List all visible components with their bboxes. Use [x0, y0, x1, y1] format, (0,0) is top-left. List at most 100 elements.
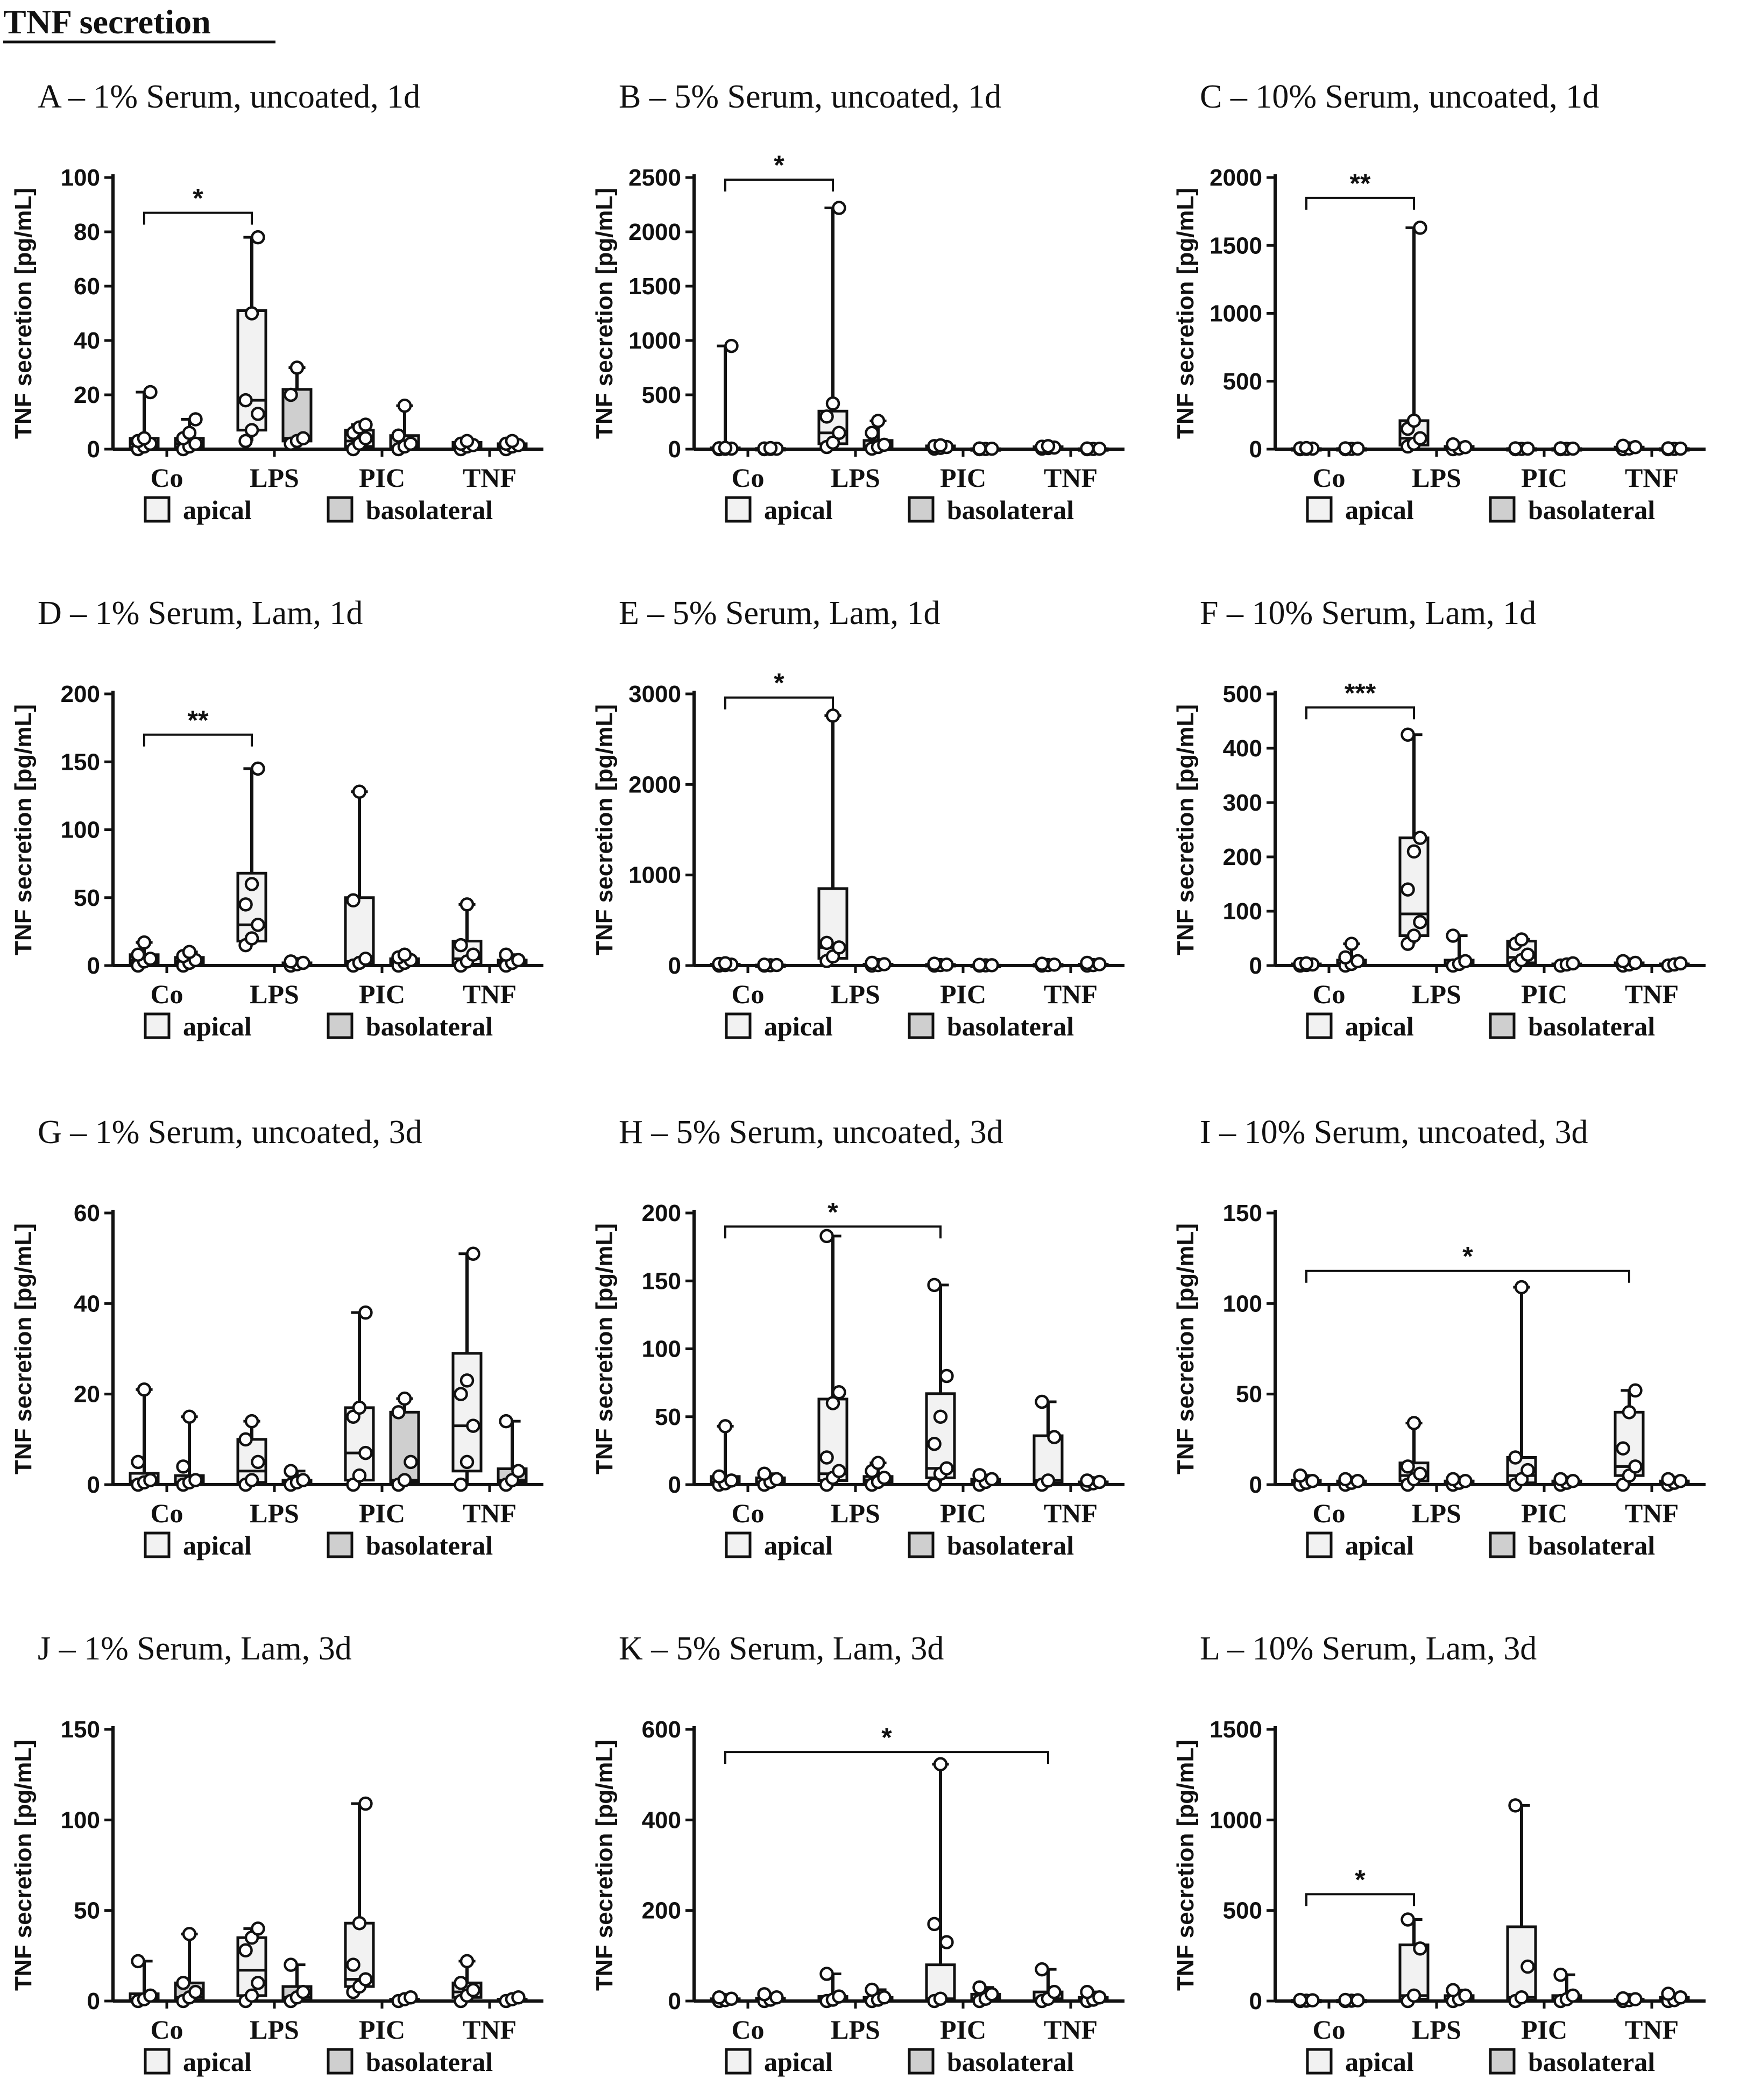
legend: apical basolateral [725, 1011, 1074, 1041]
data-point [832, 1989, 846, 2004]
box-basolateral-LPS [281, 954, 313, 973]
data-point [1673, 1474, 1688, 1488]
data-point [819, 1229, 834, 1244]
data-point [724, 338, 739, 353]
panel-title: G – 1% Serum, uncoated, 3d [38, 1114, 422, 1151]
box-apical-LPS [236, 761, 267, 953]
box-basolateral-PIC [1551, 441, 1582, 457]
data-point [358, 1445, 373, 1460]
legend: apical basolateral [1306, 495, 1655, 525]
significance-label: ** [1350, 168, 1371, 198]
data-point [1553, 441, 1568, 456]
data-point [825, 708, 840, 723]
data-point [724, 1473, 739, 1488]
data-point [466, 1418, 480, 1433]
data-point [1508, 1798, 1523, 1813]
legend-label: basolateral [947, 1011, 1074, 1041]
y-tick-label: 500 [642, 382, 681, 408]
data-point [289, 360, 305, 375]
y-tick-label: 1000 [628, 862, 681, 889]
y-tick-label: 1000 [1210, 301, 1262, 327]
box-apical-TNF [1614, 438, 1645, 457]
data-point [939, 1935, 954, 1949]
data-point [1514, 932, 1529, 947]
box-apical-PIC [344, 1796, 375, 1999]
significance-bracket: * [1305, 1864, 1415, 1906]
significance-bracket: * [724, 1722, 1049, 1764]
data-point [1293, 1992, 1307, 2007]
data-point [832, 1385, 846, 1400]
data-point [1673, 956, 1688, 971]
data-point [865, 425, 879, 440]
panel-d: D – 1% Serum, Lam, 1d TNF secretion [pg/m… [10, 595, 543, 1041]
box-iqr [389, 1410, 420, 1484]
data-point [933, 1991, 948, 2006]
legend-swatch-basolateral [1489, 2048, 1516, 2075]
data-point [939, 1461, 954, 1475]
box-apical-TNF [451, 434, 483, 457]
box-apical-TNF [451, 897, 483, 973]
panel-title: H – 5% Serum, uncoated, 3d [619, 1114, 1003, 1151]
box-basolateral-Co [755, 441, 786, 457]
legend: apical basolateral [1306, 1011, 1655, 1041]
legend-label: basolateral [947, 1530, 1074, 1560]
y-axis-label: TNF secretion [pg/mL] [591, 1223, 618, 1474]
box-basolateral-PIC [970, 1468, 1001, 1492]
box-apical-LPS [1398, 1416, 1430, 1492]
box-apical-PIC [1506, 441, 1537, 457]
y-tick-label: 200 [642, 1200, 681, 1226]
data-point [1446, 1472, 1460, 1487]
data-point [296, 955, 310, 970]
data-point [244, 931, 259, 946]
legend-swatch-apical [1306, 1531, 1333, 1558]
data-point [251, 1921, 265, 1936]
legend: apical basolateral [1306, 2047, 1655, 2077]
y-tick-label: 100 [61, 817, 100, 843]
data-point [1566, 1474, 1580, 1488]
box-basolateral-Co [755, 957, 786, 973]
significance-bracket: * [724, 150, 834, 192]
y-tick-label: 600 [642, 1716, 681, 1743]
data-point [819, 409, 834, 424]
y-tick-label: 60 [74, 1200, 100, 1226]
data-point [1446, 928, 1460, 943]
box-basolateral-LPS [862, 955, 894, 973]
panel-j: J – 1% Serum, Lam, 3d TNF secretion [pg/m… [10, 1630, 543, 2077]
y-tick-label: 20 [74, 382, 100, 408]
data-point [927, 1278, 942, 1293]
data-point [1406, 928, 1421, 943]
data-point [1338, 441, 1353, 456]
panels: A – 1% Serum, uncoated, 1d TNF secretion … [10, 79, 1706, 2077]
significance-bracket: * [724, 1197, 942, 1239]
x-tick-label: PIC [940, 463, 986, 493]
x-tick-label: Co [1312, 2014, 1345, 2045]
box-basolateral-PIC [389, 947, 420, 973]
data-point [1520, 947, 1535, 962]
data-point [505, 434, 520, 449]
panel-l: L – 10% Serum, Lam, 3d TNF secretion [pg/… [1172, 1630, 1706, 2077]
data-point [757, 1987, 772, 2002]
y-tick-label: 500 [1223, 368, 1262, 395]
box-apical-PIC [925, 1278, 956, 1492]
significance-label: * [193, 183, 203, 214]
data-point [143, 1988, 158, 2003]
data-point [933, 1757, 948, 1772]
box-basolateral-TNF [1078, 441, 1109, 457]
legend-label: basolateral [1528, 1530, 1655, 1560]
data-point [1553, 1472, 1568, 1487]
legend-label: basolateral [947, 495, 1074, 525]
data-point [1305, 1474, 1320, 1488]
data-point [352, 1915, 367, 1931]
data-point [1458, 954, 1473, 969]
data-point [1413, 914, 1427, 930]
data-point [769, 957, 784, 973]
box-basolateral-Co [174, 1409, 205, 1492]
data-point [499, 1414, 513, 1429]
panel-a: A – 1% Serum, uncoated, 1d TNF secretion … [10, 79, 543, 525]
y-tick-label: 2000 [628, 771, 681, 798]
legend-swatch-basolateral [908, 2048, 935, 2075]
data-point [244, 1473, 259, 1487]
box-basolateral-LPS [281, 360, 313, 451]
y-axis-label: TNF secretion [pg/mL] [10, 1740, 37, 1991]
data-point [832, 425, 846, 440]
